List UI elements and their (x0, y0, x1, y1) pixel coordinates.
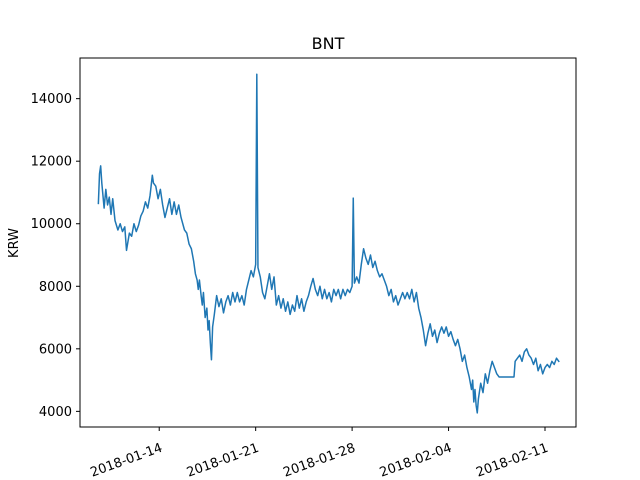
y-tick-label: 14000 (31, 92, 72, 107)
y-tick-label: 10000 (31, 217, 72, 232)
series-line-0 (97, 73, 560, 414)
y-tick-label: 4000 (39, 405, 72, 420)
plot-frame (79, 57, 577, 428)
y-tick-label: 8000 (39, 280, 72, 295)
y-tick: 6000 (39, 342, 80, 357)
y-tick: 4000 (39, 405, 80, 420)
chart-title: BNT (312, 34, 345, 53)
series-layer (97, 73, 560, 414)
y-tick-label: 12000 (31, 155, 72, 170)
y-tick: 14000 (31, 92, 80, 107)
y-tick: 10000 (31, 217, 80, 232)
y-tick-label: 6000 (39, 342, 72, 357)
y-tick: 12000 (31, 155, 80, 170)
y-tick: 8000 (39, 280, 80, 295)
y-axis: 4000 6000 8000 10000 12000 14000 (31, 92, 80, 420)
plot-area (79, 57, 577, 428)
y-axis-label: KRW (7, 228, 22, 258)
